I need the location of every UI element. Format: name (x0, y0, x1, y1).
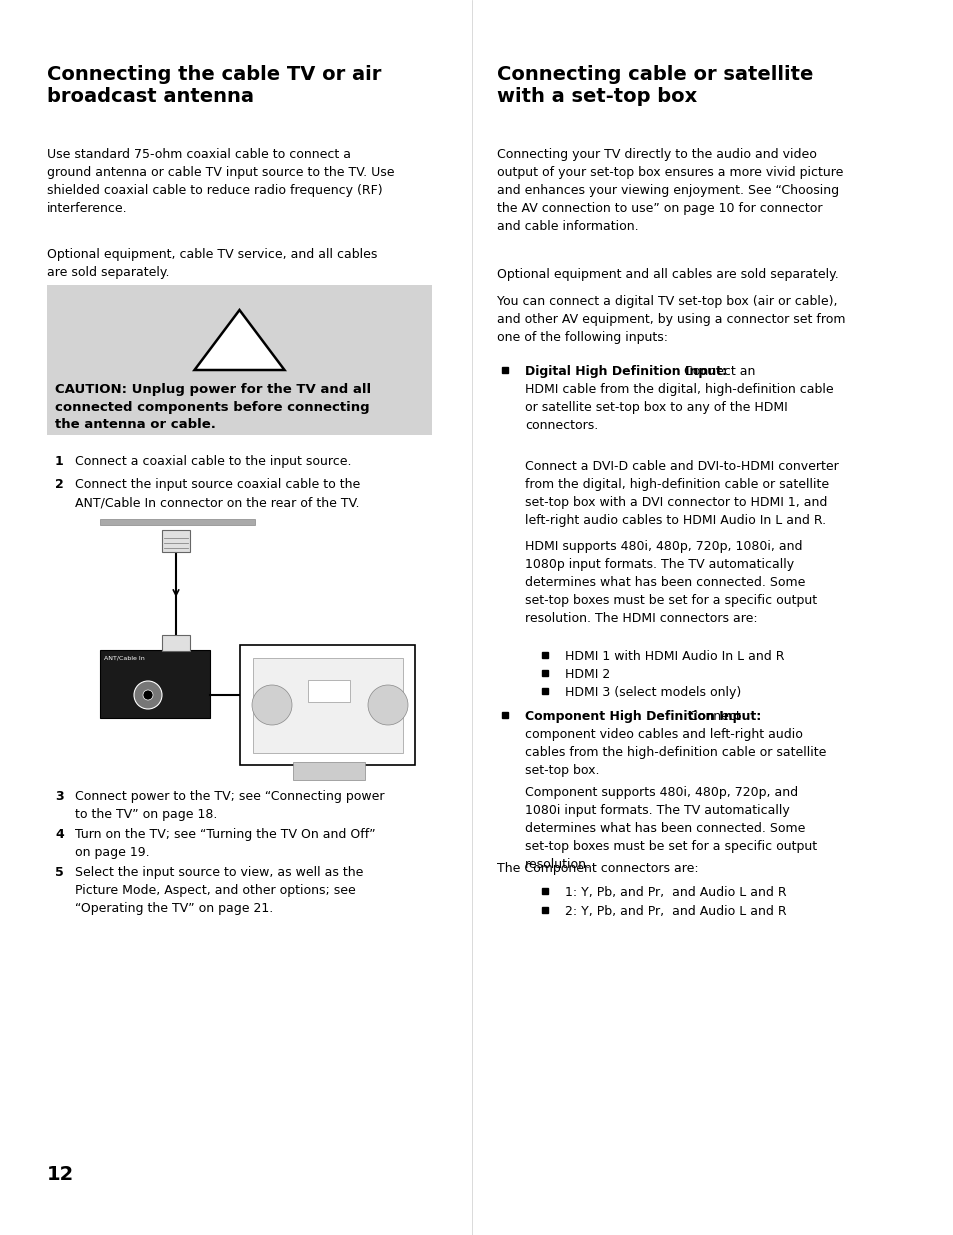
Polygon shape (194, 310, 284, 370)
Text: Use standard 75-ohm coaxial cable to connect a
ground antenna or cable TV input : Use standard 75-ohm coaxial cable to con… (47, 148, 395, 215)
FancyBboxPatch shape (308, 680, 350, 701)
Text: Connect a DVI-D cable and DVI-to-HDMI converter
from the digital, high-definitio: Connect a DVI-D cable and DVI-to-HDMI co… (524, 459, 838, 527)
FancyBboxPatch shape (100, 650, 210, 718)
Text: Component High Definition Input:: Component High Definition Input: (524, 710, 760, 722)
Text: Connecting the cable TV or air
broadcast antenna: Connecting the cable TV or air broadcast… (47, 65, 381, 106)
Text: Optional equipment and all cables are sold separately.: Optional equipment and all cables are so… (497, 268, 838, 282)
Text: Connect an: Connect an (679, 366, 755, 378)
Circle shape (133, 680, 162, 709)
FancyBboxPatch shape (253, 658, 402, 753)
Text: HDMI 2: HDMI 2 (564, 668, 610, 680)
Text: 3: 3 (55, 790, 64, 803)
FancyBboxPatch shape (162, 530, 190, 552)
Text: ANT/Cable In: ANT/Cable In (104, 655, 145, 659)
Text: Connect: Connect (684, 710, 740, 722)
Text: HDMI 3 (select models only): HDMI 3 (select models only) (564, 685, 740, 699)
Circle shape (143, 690, 152, 700)
Text: HDMI 1 with HDMI Audio In L and R: HDMI 1 with HDMI Audio In L and R (564, 650, 783, 663)
Text: Component supports 480i, 480p, 720p, and
1080i input formats. The TV automatical: Component supports 480i, 480p, 720p, and… (524, 785, 817, 871)
FancyBboxPatch shape (162, 635, 190, 651)
Text: 12: 12 (47, 1165, 74, 1184)
FancyBboxPatch shape (47, 285, 432, 435)
Text: You can connect a digital TV set-top box (air or cable),
and other AV equipment,: You can connect a digital TV set-top box… (497, 295, 844, 345)
FancyBboxPatch shape (240, 645, 415, 764)
FancyBboxPatch shape (100, 519, 254, 525)
Text: 1: Y, Pb, and Pr,  and Audio L and R: 1: Y, Pb, and Pr, and Audio L and R (564, 885, 786, 899)
Circle shape (252, 685, 292, 725)
Text: HDMI supports 480i, 480p, 720p, 1080i, and
1080p input formats. The TV automatic: HDMI supports 480i, 480p, 720p, 1080i, a… (524, 540, 817, 625)
Text: Digital High Definition Input:: Digital High Definition Input: (524, 366, 726, 378)
Text: 4: 4 (55, 827, 64, 841)
Text: Connecting cable or satellite
with a set-top box: Connecting cable or satellite with a set… (497, 65, 813, 106)
Text: Turn on the TV; see “Turning the TV On and Off”
on page 19.: Turn on the TV; see “Turning the TV On a… (75, 827, 375, 860)
Text: Optional equipment, cable TV service, and all cables
are sold separately.: Optional equipment, cable TV service, an… (47, 248, 377, 279)
Text: 1: 1 (55, 454, 64, 468)
Text: 5: 5 (55, 866, 64, 879)
Circle shape (368, 685, 408, 725)
Text: 2: 2 (55, 478, 64, 492)
Text: Connect the input source coaxial cable to the
ANT/Cable In connector on the rear: Connect the input source coaxial cable t… (75, 478, 360, 509)
Text: The Component connectors are:: The Component connectors are: (497, 862, 698, 876)
Text: CAUTION: Unplug power for the TV and all
connected components before connecting
: CAUTION: Unplug power for the TV and all… (55, 383, 371, 431)
Text: Connect a coaxial cable to the input source.: Connect a coaxial cable to the input sou… (75, 454, 351, 468)
Text: component video cables and left-right audio
cables from the high-definition cabl: component video cables and left-right au… (524, 727, 825, 777)
Text: HDMI cable from the digital, high-definition cable
or satellite set-top box to a: HDMI cable from the digital, high-defini… (524, 383, 833, 432)
Text: Connecting your TV directly to the audio and video
output of your set-top box en: Connecting your TV directly to the audio… (497, 148, 842, 233)
Text: Connect power to the TV; see “Connecting power
to the TV” on page 18.: Connect power to the TV; see “Connecting… (75, 790, 384, 821)
FancyBboxPatch shape (293, 762, 365, 781)
Text: Select the input source to view, as well as the
Picture Mode, Aspect, and other : Select the input source to view, as well… (75, 866, 363, 915)
Text: 2: Y, Pb, and Pr,  and Audio L and R: 2: Y, Pb, and Pr, and Audio L and R (564, 905, 786, 918)
